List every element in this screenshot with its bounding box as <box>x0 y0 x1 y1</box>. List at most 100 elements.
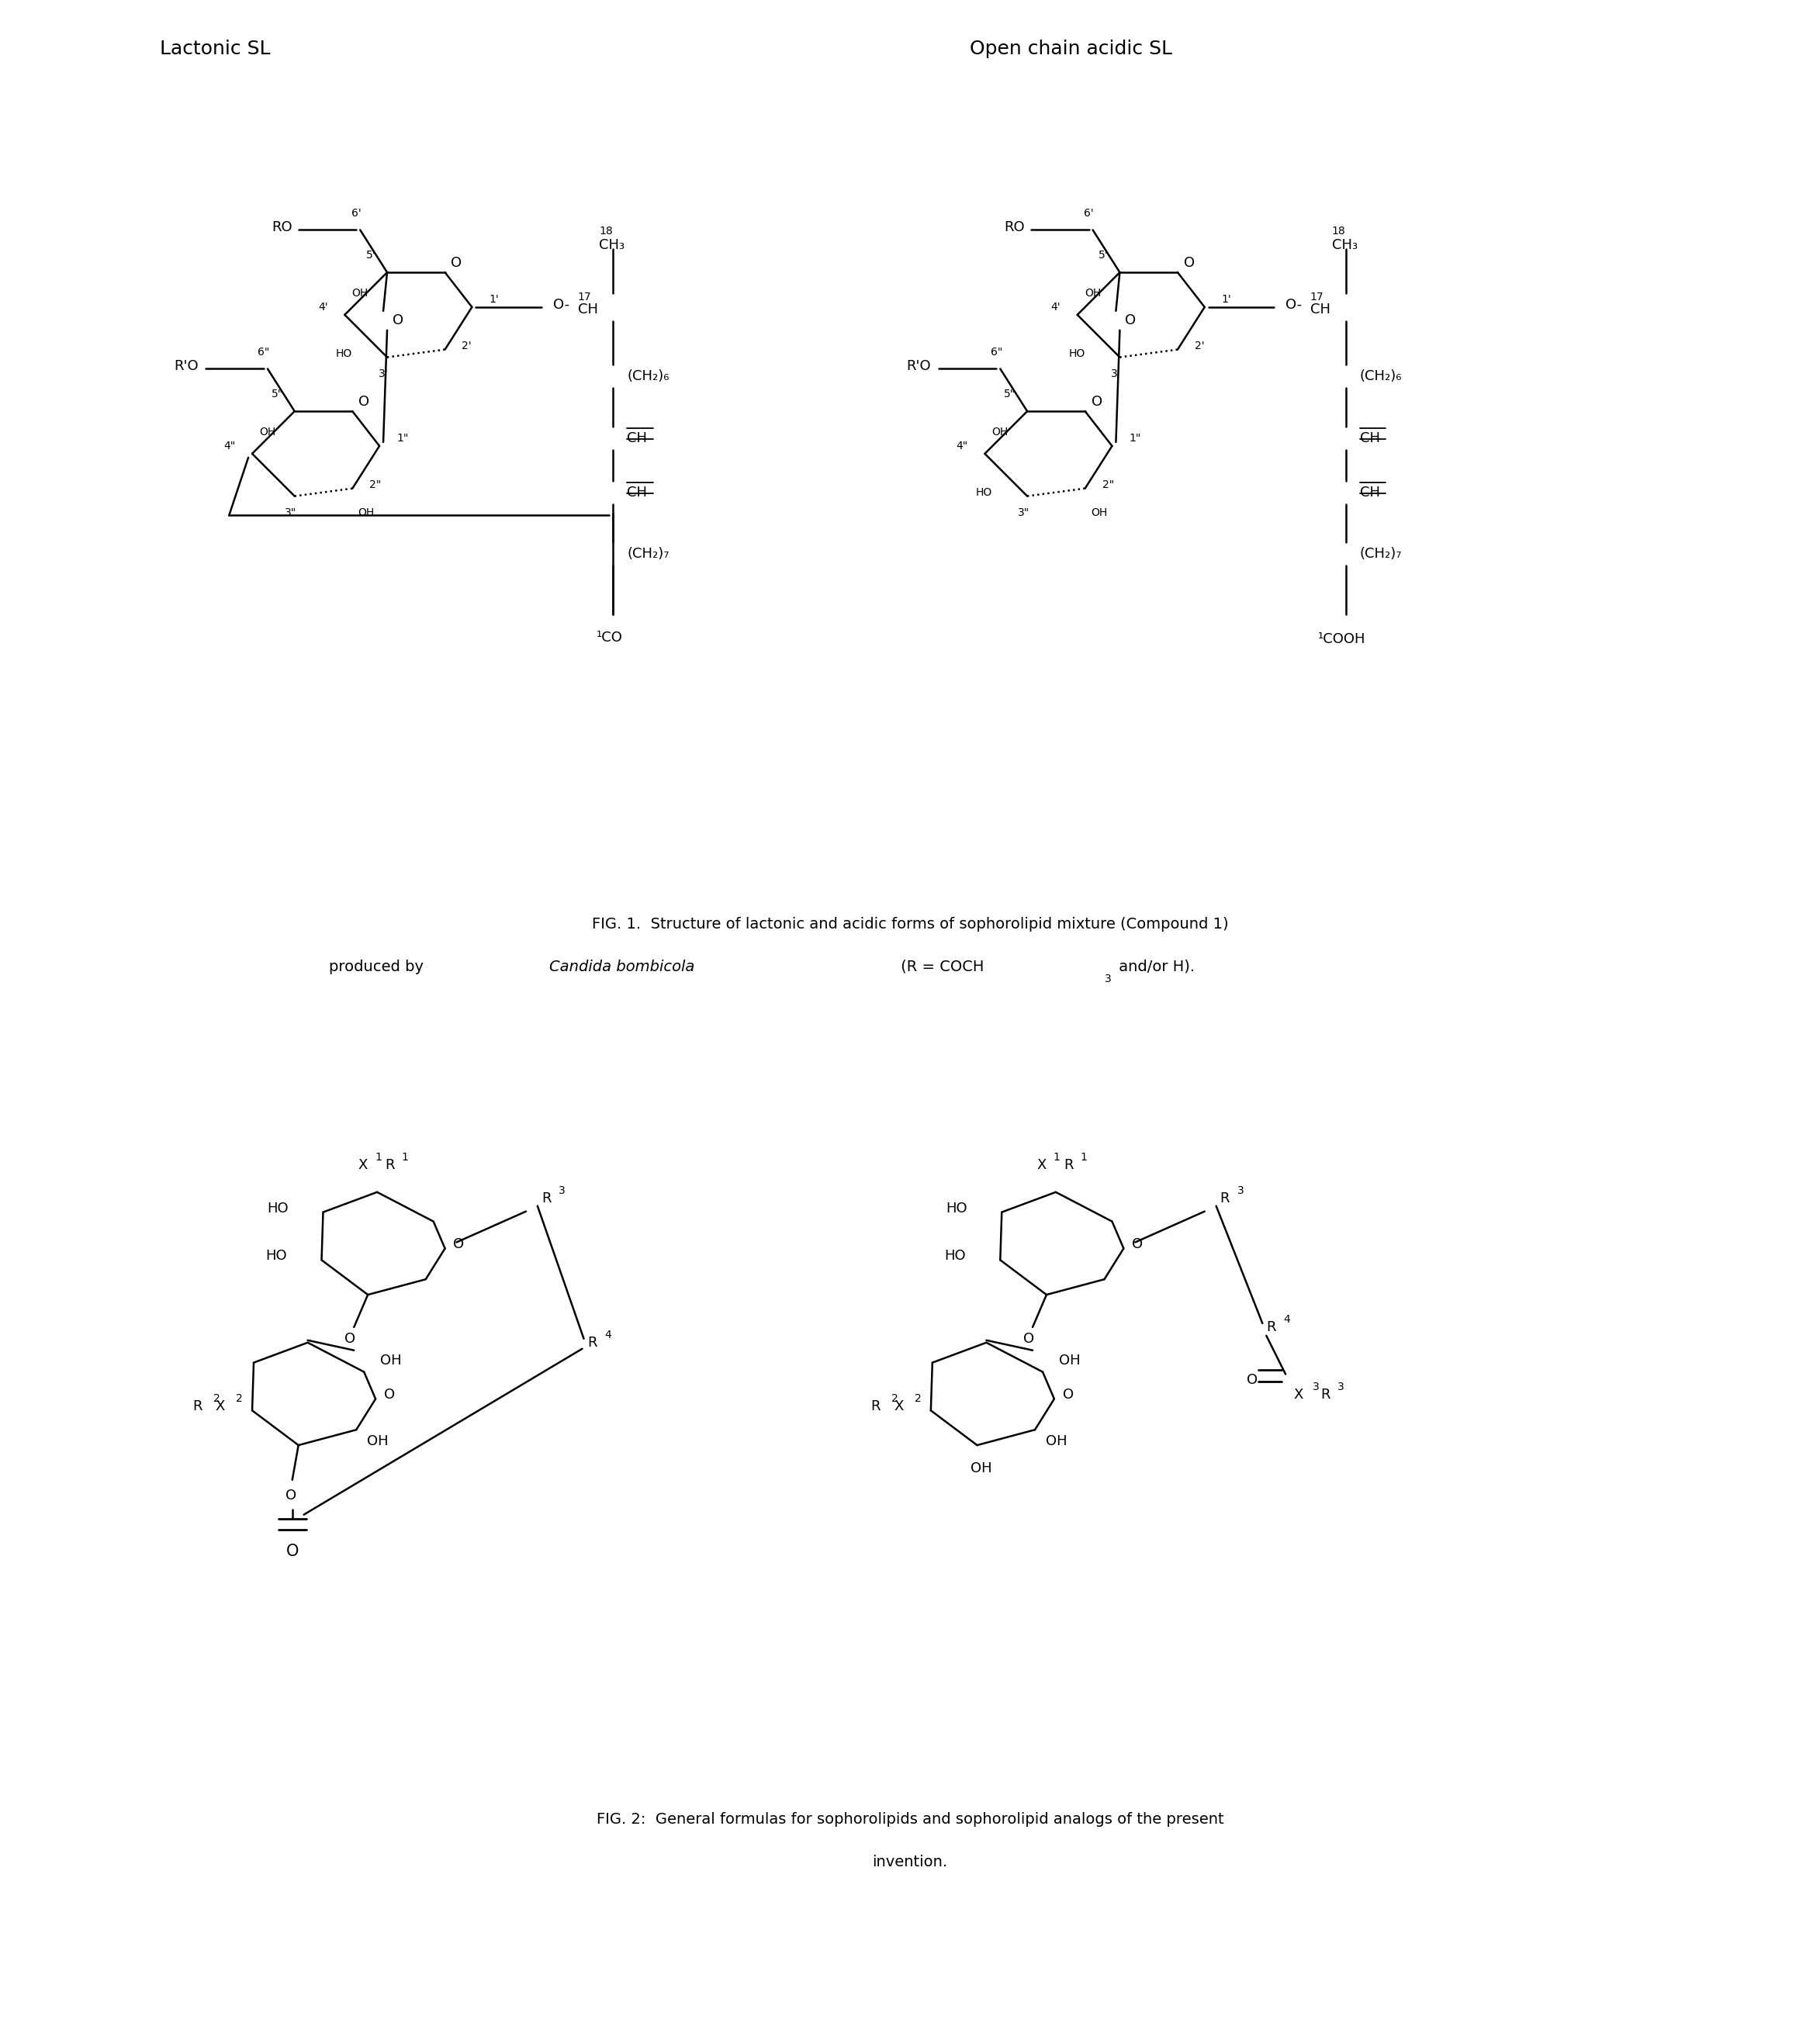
Text: Open chain acidic SL: Open chain acidic SL <box>970 39 1172 57</box>
Text: R: R <box>541 1192 551 1206</box>
Text: ¹COOH: ¹COOH <box>1318 631 1365 646</box>
Text: FIG. 1.  Structure of lactonic and acidic forms of sophorolipid mixture (Compoun: FIG. 1. Structure of lactonic and acidic… <box>592 917 1229 931</box>
Text: R: R <box>193 1399 202 1414</box>
Text: CH₃: CH₃ <box>1332 238 1358 253</box>
Text: OH: OH <box>1085 287 1101 299</box>
Text: O: O <box>1092 395 1103 409</box>
Text: OH: OH <box>1090 507 1107 519</box>
Text: X: X <box>1294 1387 1303 1401</box>
Text: CH: CH <box>626 485 648 499</box>
Text: 4": 4" <box>956 440 968 452</box>
Text: 18: 18 <box>599 226 613 236</box>
Text: OH: OH <box>970 1461 992 1475</box>
Text: 3: 3 <box>1312 1381 1320 1393</box>
Text: 6": 6" <box>258 346 269 356</box>
Text: and/or H).: and/or H). <box>1114 959 1196 974</box>
Text: R: R <box>1219 1192 1230 1206</box>
Text: O: O <box>344 1332 355 1346</box>
Text: R: R <box>1267 1320 1276 1334</box>
Text: 4': 4' <box>1050 301 1061 312</box>
Text: O: O <box>451 257 462 271</box>
Text: 2': 2' <box>1194 340 1205 350</box>
Text: 2: 2 <box>915 1393 921 1403</box>
Text: R: R <box>588 1336 597 1351</box>
Text: 1: 1 <box>375 1153 382 1163</box>
Text: O: O <box>1247 1373 1258 1387</box>
Text: 17: 17 <box>577 291 592 301</box>
Text: 6": 6" <box>990 346 1003 356</box>
Text: 3: 3 <box>1105 974 1112 984</box>
Text: R: R <box>872 1399 881 1414</box>
Text: 1": 1" <box>397 432 408 444</box>
Text: X: X <box>894 1399 905 1414</box>
Text: CH₃: CH₃ <box>599 238 624 253</box>
Text: CH: CH <box>1360 432 1380 446</box>
Text: produced by: produced by <box>329 959 430 974</box>
Text: 3': 3' <box>379 369 388 379</box>
Text: O-: O- <box>553 297 570 312</box>
Text: O: O <box>453 1238 464 1251</box>
Text: 4": 4" <box>224 440 235 452</box>
Text: 17: 17 <box>1310 291 1323 301</box>
Text: 1: 1 <box>1081 1153 1087 1163</box>
Text: 2": 2" <box>1103 479 1114 491</box>
Text: RO: RO <box>271 220 293 234</box>
Text: OH: OH <box>260 426 277 438</box>
Text: Candida bombicola: Candida bombicola <box>550 959 695 974</box>
Text: 1': 1' <box>1221 293 1232 306</box>
Text: CH: CH <box>626 432 648 446</box>
Text: 5": 5" <box>1005 389 1016 399</box>
Text: 5': 5' <box>1099 251 1108 261</box>
Text: CH: CH <box>1310 301 1330 316</box>
Text: O: O <box>1023 1332 1034 1346</box>
Text: O: O <box>384 1387 395 1401</box>
Text: (CH₂)₇: (CH₂)₇ <box>626 548 670 560</box>
Text: O: O <box>1125 314 1136 328</box>
Text: O: O <box>359 395 369 409</box>
Text: Lactonic SL: Lactonic SL <box>160 39 269 57</box>
Text: 1': 1' <box>490 293 499 306</box>
Text: X: X <box>215 1399 226 1414</box>
Text: 2': 2' <box>462 340 471 350</box>
Text: 18: 18 <box>1332 226 1345 236</box>
Text: HO: HO <box>945 1249 966 1263</box>
Text: HO: HO <box>1068 348 1085 359</box>
Text: X: X <box>1036 1159 1046 1171</box>
Text: HO: HO <box>337 348 353 359</box>
Text: (CH₂)₇: (CH₂)₇ <box>1360 548 1401 560</box>
Text: 6': 6' <box>351 208 360 218</box>
Text: HO: HO <box>266 1249 288 1263</box>
Text: OH: OH <box>380 1353 402 1367</box>
Text: 3: 3 <box>1338 1381 1343 1393</box>
Text: CH: CH <box>577 301 597 316</box>
Text: O: O <box>286 1544 298 1560</box>
Text: R'O: R'O <box>906 359 930 373</box>
Text: OH: OH <box>1059 1353 1081 1367</box>
Text: invention.: invention. <box>872 1854 948 1870</box>
Text: O: O <box>286 1489 297 1503</box>
Text: O: O <box>1063 1387 1074 1401</box>
Text: 3': 3' <box>1110 369 1121 379</box>
Text: OH: OH <box>351 287 368 299</box>
Text: HO: HO <box>946 1202 966 1216</box>
Text: OH: OH <box>992 426 1008 438</box>
Text: 2: 2 <box>237 1393 242 1403</box>
Text: ¹CO: ¹CO <box>597 629 622 644</box>
Text: 1": 1" <box>1128 432 1141 444</box>
Text: O: O <box>393 314 404 328</box>
Text: R: R <box>1063 1159 1074 1171</box>
Text: OH: OH <box>359 507 375 519</box>
Text: 2": 2" <box>369 479 380 491</box>
Text: R'O: R'O <box>173 359 198 373</box>
Text: 3: 3 <box>1238 1186 1243 1196</box>
Text: 5": 5" <box>271 389 284 399</box>
Text: R: R <box>384 1159 395 1171</box>
Text: O: O <box>1132 1238 1143 1251</box>
Text: OH: OH <box>368 1434 389 1448</box>
Text: (R = COCH: (R = COCH <box>895 959 985 974</box>
Text: 2: 2 <box>892 1393 899 1403</box>
Text: HO: HO <box>976 487 992 497</box>
Text: 4: 4 <box>604 1330 612 1340</box>
Text: 4: 4 <box>1283 1314 1290 1324</box>
Text: (CH₂)₆: (CH₂)₆ <box>1360 369 1401 383</box>
